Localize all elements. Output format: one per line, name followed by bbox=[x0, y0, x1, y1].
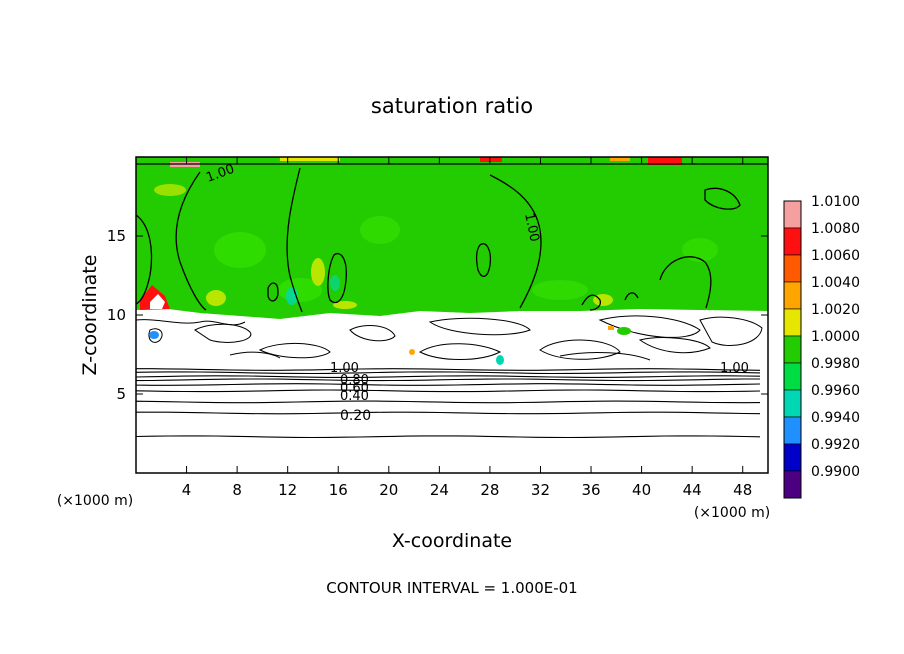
stable-contour-line bbox=[135, 375, 761, 378]
colorbar-label: 1.0040 bbox=[811, 275, 860, 291]
cloud-region-features bbox=[149, 326, 631, 365]
colorbar-swatch bbox=[783, 308, 802, 337]
chart-title: saturation ratio bbox=[371, 94, 533, 118]
x-tick-label: 8 bbox=[232, 481, 242, 499]
y-tick-label: 10 bbox=[107, 306, 126, 324]
cloud-region-contours bbox=[135, 315, 763, 361]
contour-interval-note: CONTOUR INTERVAL = 1.000E-01 bbox=[326, 579, 577, 597]
stable-contour-line bbox=[135, 371, 761, 375]
colorbar-label: 1.0060 bbox=[811, 248, 860, 264]
colorbar-label: 0.9920 bbox=[811, 437, 860, 453]
y-axis-title: Z-coordinate bbox=[79, 255, 101, 376]
colorbar-swatch bbox=[783, 335, 802, 364]
x-tick-label: 4 bbox=[182, 481, 192, 499]
colorbar-swatch bbox=[783, 470, 802, 499]
colorbar-label: 1.0020 bbox=[811, 302, 860, 318]
colorbar-swatch bbox=[783, 362, 802, 391]
colorbar-swatch bbox=[783, 227, 802, 256]
y-tick-label: 15 bbox=[107, 227, 126, 245]
contour-label: 0.80 bbox=[340, 373, 369, 388]
colorbar-label: 0.9980 bbox=[811, 356, 860, 372]
contour-label: 1.00 bbox=[330, 361, 359, 376]
x-tick-label: 40 bbox=[632, 481, 651, 499]
x-unit-label-right: (×1000 m) bbox=[694, 505, 770, 521]
x-unit-label-left: (×1000 m) bbox=[57, 493, 133, 509]
contour-label: 0.40 bbox=[340, 389, 369, 404]
colorbar-swatch bbox=[783, 281, 802, 310]
x-tick-label: 36 bbox=[581, 481, 600, 499]
x-tick-label: 24 bbox=[430, 481, 449, 499]
x-tick-label: 20 bbox=[379, 481, 398, 499]
x-axis-title: X-coordinate bbox=[392, 530, 512, 552]
stable-contour-line bbox=[135, 368, 761, 371]
colorbar-frame bbox=[783, 200, 802, 499]
x-axis: 4 8 12 16 20 24 28 32 36 40 44 48 bbox=[182, 157, 752, 499]
colorbar-label: 0.9900 bbox=[811, 464, 860, 480]
colorbar-swatch bbox=[783, 200, 802, 229]
colorbar-swatch bbox=[783, 416, 802, 445]
x-tick-label: 44 bbox=[683, 481, 702, 499]
saturated-region-contours bbox=[135, 163, 768, 313]
contour-label: 0.60 bbox=[340, 381, 369, 396]
stable-contour-line bbox=[135, 435, 761, 439]
stable-contour-line bbox=[135, 378, 760, 382]
contour-label: 0.20 bbox=[340, 408, 371, 424]
colorbar-label: 0.9960 bbox=[811, 383, 860, 399]
stable-contour-line bbox=[135, 411, 761, 415]
x-tick-label: 12 bbox=[278, 481, 297, 499]
saturated-layer bbox=[136, 157, 768, 319]
y-axis: 5 10 15 bbox=[107, 227, 768, 403]
x-tick-label: 48 bbox=[733, 481, 752, 499]
stable-contour-line bbox=[135, 383, 761, 386]
x-tick-label: 32 bbox=[531, 481, 550, 499]
colorbar-label: 0.9940 bbox=[811, 410, 860, 426]
colorbar-label: 1.0000 bbox=[811, 329, 860, 345]
colorbar-swatch bbox=[783, 389, 802, 418]
contour-label: 1.00 bbox=[720, 361, 749, 376]
y-tick-label: 5 bbox=[116, 385, 126, 403]
colorbar-swatch bbox=[783, 443, 802, 472]
stable-contour-line bbox=[135, 389, 761, 393]
colorbar: 1.0100 1.0080 1.0060 1.0040 1.0020 1.0000 0.99… bbox=[783, 194, 860, 499]
colorbar-label: 1.0080 bbox=[811, 221, 860, 237]
stable-layer-contours bbox=[135, 368, 761, 439]
colorbar-swatch bbox=[783, 254, 802, 283]
colorbar-label: 1.0100 bbox=[811, 194, 860, 210]
stable-contour-line bbox=[135, 400, 761, 404]
contour-label: 1.00 bbox=[521, 212, 542, 243]
x-tick-label: 16 bbox=[329, 481, 348, 499]
x-tick-label: 28 bbox=[480, 481, 499, 499]
